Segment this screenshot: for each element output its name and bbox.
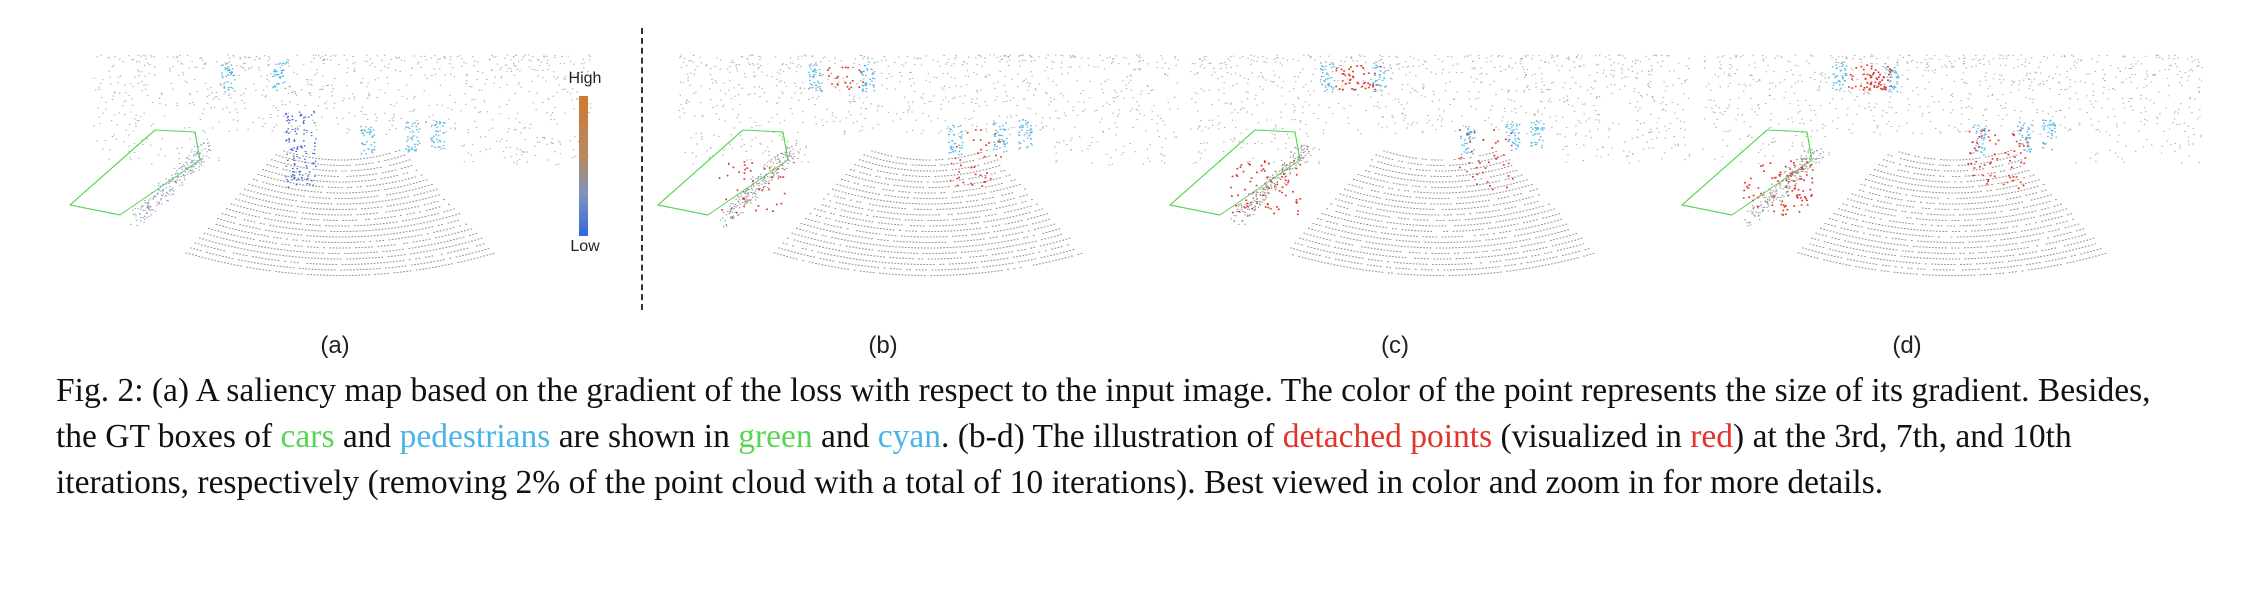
caption-green: green	[738, 418, 813, 455]
panel-d: (d)	[1672, 40, 2232, 359]
point-cloud-b	[656, 54, 1179, 277]
figure-row: (a) High Low (b) (c) (d)	[60, 28, 2232, 359]
point-cloud-c	[1168, 54, 1691, 277]
pedestrian-cluster	[430, 120, 446, 150]
pedestrian-cluster	[948, 124, 964, 156]
caption-red: red	[1690, 418, 1734, 455]
caption-and-1: and	[334, 418, 400, 455]
gradient-colorbar: High Low	[555, 70, 615, 260]
detached-points	[1230, 65, 1514, 216]
panel-a: (a)	[60, 40, 620, 359]
caption-and-2: and	[812, 418, 878, 455]
panel-c: (c)	[1160, 40, 1720, 359]
pedestrian-cluster	[1505, 121, 1521, 151]
caption-are-shown-in: are shown in	[550, 418, 739, 455]
car-gt-box	[1680, 129, 1813, 216]
lidar-points	[1190, 54, 1691, 277]
pedestrian-cluster	[1530, 120, 1545, 149]
caption-pedestrians: pedestrians	[399, 418, 551, 455]
detached-points	[1742, 64, 2029, 216]
car-points	[130, 142, 211, 226]
pedestrian-cluster	[860, 61, 876, 93]
pedestrian-cluster	[272, 61, 288, 92]
pedestrian-cluster	[1018, 119, 1033, 150]
caption-prefix: Fig. 2: (a) A saliency map based on the …	[56, 372, 2151, 455]
pedestrian-cluster	[1972, 124, 1988, 156]
colorbar-gradient	[579, 96, 588, 236]
point-cloud-a	[68, 54, 592, 277]
pedestrian-cluster	[993, 122, 1009, 153]
pedestrian-cluster	[2017, 121, 2033, 153]
pedestrian-cluster	[1372, 61, 1387, 92]
pedestrian-cluster	[1320, 61, 1336, 93]
panel-label-c: (c)	[1381, 332, 1409, 359]
lidar-points	[678, 54, 1179, 277]
car-gt-box	[68, 129, 201, 216]
caption-suffix: ) at the 3rd, 7th, and 10th iterations, …	[56, 418, 2072, 501]
pedestrian-cluster	[360, 125, 376, 155]
caption-cars: cars	[280, 418, 335, 455]
car-points	[1744, 148, 1825, 227]
caption-detached-points: detached points	[1282, 418, 1493, 455]
pedestrian-cluster	[808, 62, 824, 93]
pedestrian-cluster	[2042, 119, 2058, 151]
panel-label-a: (a)	[320, 332, 350, 359]
detached-points	[718, 66, 1002, 214]
pedestrian-cluster	[1832, 61, 1848, 91]
car-points	[719, 140, 799, 227]
panel-label-b: (b)	[868, 332, 898, 359]
dashed-divider	[641, 28, 643, 310]
car-gt-box	[656, 129, 789, 216]
pedestrian-cluster	[405, 121, 421, 153]
caption-cyan: cyan	[877, 418, 942, 455]
lidar-points	[93, 54, 592, 277]
car-gt-box	[1168, 129, 1301, 216]
lidar-points	[1702, 54, 2203, 277]
car-points	[1230, 144, 1310, 225]
pedestrian-cluster	[1460, 126, 1476, 155]
panel-b: (b)	[648, 40, 1208, 359]
pedestrian-cluster	[220, 62, 236, 93]
colorbar-high-label: High	[568, 70, 602, 87]
colorbar-low-label: Low	[570, 238, 600, 255]
saliency-points	[285, 110, 317, 188]
caption-visualized-in: (visualized in	[1492, 418, 1691, 455]
panel-label-d: (d)	[1892, 332, 1922, 359]
point-cloud-d	[1680, 54, 2203, 277]
figure-caption: Fig. 2: (a) A saliency map based on the …	[56, 368, 2196, 506]
caption-b-d: . (b-d) The illustration of	[941, 418, 1283, 455]
